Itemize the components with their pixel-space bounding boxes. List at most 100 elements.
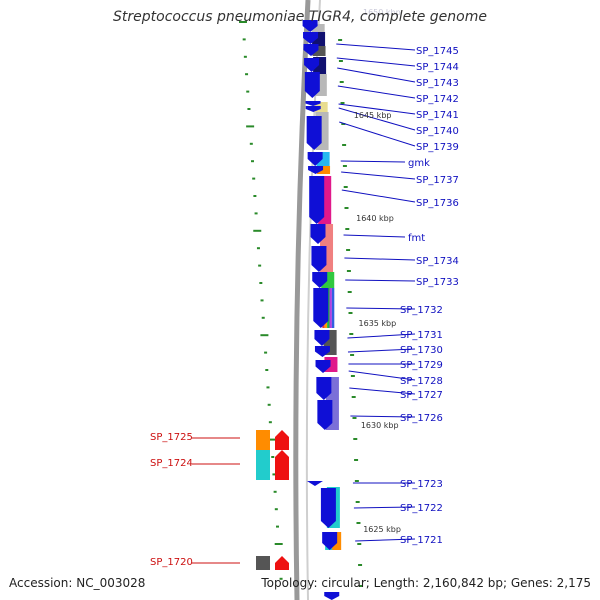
gene-arrow[interactable] bbox=[320, 488, 336, 528]
label-line bbox=[341, 171, 416, 180]
kbp-labels: 1650 kbp 1645 kbp 1640 kbp 1635 kbp 1630 kbp… bbox=[354, 8, 401, 534]
label-line bbox=[353, 506, 416, 509]
label-line bbox=[346, 307, 416, 310]
label-line bbox=[339, 121, 416, 147]
gene-arrow[interactable] bbox=[314, 330, 330, 346]
forward-gene-track bbox=[302, 20, 340, 600]
gene-label-gmk[interactable]: gmk bbox=[408, 158, 430, 169]
gene-arrow[interactable] bbox=[314, 346, 330, 357]
reverse-gene-track bbox=[256, 430, 289, 570]
gene-arrow[interactable] bbox=[305, 106, 321, 112]
map-title: Streptococcus pneumoniae TIGR4, complete… bbox=[113, 9, 487, 25]
gene-arrow[interactable] bbox=[303, 44, 319, 56]
cog-segment bbox=[256, 430, 270, 450]
label-line bbox=[345, 279, 416, 282]
gene-arrow[interactable] bbox=[306, 116, 322, 150]
gene-arrow[interactable] bbox=[306, 481, 323, 486]
backbone-arc bbox=[293, 0, 311, 600]
kbp-label: 1635 kbp bbox=[359, 319, 397, 328]
gene-label-sp_1728[interactable]: SP_1728 bbox=[400, 376, 443, 387]
label-line bbox=[337, 85, 416, 99]
gene-label-sp_1745[interactable]: SP_1745 bbox=[416, 46, 459, 57]
kbp-label: 1640 kbp bbox=[356, 214, 394, 223]
cog-segment bbox=[329, 288, 332, 328]
gene-arrow[interactable] bbox=[316, 377, 332, 400]
cog-segment bbox=[331, 288, 335, 328]
gene-arrow[interactable] bbox=[304, 58, 320, 72]
cog-segment bbox=[311, 24, 325, 32]
gene-label-sp_1730[interactable]: SP_1730 bbox=[400, 345, 443, 356]
gene-label-sp_1725[interactable]: SP_1725 bbox=[150, 432, 193, 443]
gene-label-sp_1739[interactable]: SP_1739 bbox=[416, 142, 459, 153]
label-line bbox=[350, 415, 416, 418]
gene-arrow[interactable] bbox=[324, 592, 340, 600]
gene-label-sp_1734[interactable]: SP_1734 bbox=[416, 256, 459, 267]
gene-label-sp_1722[interactable]: SP_1722 bbox=[400, 503, 443, 514]
gene-label-sp_1726[interactable]: SP_1726 bbox=[400, 413, 443, 424]
label-line bbox=[340, 160, 406, 163]
genome-summary: Topology: circular; Length: 2,160,842 bp… bbox=[261, 576, 591, 590]
gene-label-sp_1742[interactable]: SP_1742 bbox=[416, 94, 459, 105]
gene-arrow[interactable] bbox=[312, 272, 328, 288]
cog-segment bbox=[314, 102, 328, 112]
gene-label-sp_1732[interactable]: SP_1732 bbox=[400, 305, 443, 316]
label-line bbox=[355, 538, 416, 542]
gene-arrow[interactable] bbox=[304, 72, 320, 98]
gene-label-sp_1724[interactable]: SP_1724 bbox=[150, 458, 193, 469]
kbp-label: 1630 kbp bbox=[361, 421, 399, 430]
gene-arrow[interactable] bbox=[313, 288, 329, 328]
gene-arrow[interactable] bbox=[317, 400, 333, 430]
cog-segment bbox=[317, 166, 331, 174]
gene-label-sp_1723[interactable]: SP_1723 bbox=[400, 479, 443, 490]
gene-arrow[interactable] bbox=[275, 450, 289, 480]
kbp-label: 1625 kbp bbox=[363, 525, 401, 534]
gene-label-sp_1740[interactable]: SP_1740 bbox=[416, 126, 459, 137]
gene-arrow[interactable] bbox=[309, 176, 325, 224]
gene-arrow[interactable] bbox=[302, 20, 318, 32]
gene-label-sp_1741[interactable]: SP_1741 bbox=[416, 110, 459, 121]
label-line bbox=[336, 57, 416, 67]
label-line bbox=[349, 387, 416, 395]
gene-label-sp_1727[interactable]: SP_1727 bbox=[400, 390, 443, 401]
gene-arrow[interactable] bbox=[315, 360, 331, 373]
gene-arrow[interactable] bbox=[310, 224, 326, 244]
gene-label-sp_1744[interactable]: SP_1744 bbox=[416, 62, 459, 73]
cog-segment bbox=[327, 288, 330, 328]
label-line bbox=[337, 67, 416, 83]
label-line bbox=[344, 257, 416, 261]
gene-arrow[interactable] bbox=[311, 246, 327, 272]
gene-arrow[interactable] bbox=[275, 556, 289, 570]
gene-labels: SP_1745 SP_1744 SP_1743 SP_1742 SP_1741 SP_17… bbox=[150, 46, 459, 568]
accession-label: Accession: NC_003028 bbox=[9, 576, 146, 590]
gene-label-fmt[interactable]: fmt bbox=[408, 233, 425, 244]
gene-label-sp_1736[interactable]: SP_1736 bbox=[416, 198, 459, 209]
kbp-label-faint: 1650 kbp bbox=[363, 8, 401, 17]
label-line bbox=[341, 189, 416, 203]
cog-segment bbox=[312, 46, 326, 56]
gene-arrow[interactable] bbox=[305, 101, 321, 106]
gene-arrow[interactable] bbox=[307, 152, 323, 166]
gene-label-sp_1720[interactable]: SP_1720 bbox=[150, 557, 193, 568]
gene-label-sp_1737[interactable]: SP_1737 bbox=[416, 175, 459, 186]
gene-arrow[interactable] bbox=[322, 532, 338, 550]
gene-arrow[interactable] bbox=[308, 166, 324, 174]
gene-label-sp_1721[interactable]: SP_1721 bbox=[400, 535, 443, 546]
gene-arrow[interactable] bbox=[303, 32, 319, 44]
cog-segment bbox=[256, 450, 270, 480]
gene-label-sp_1731[interactable]: SP_1731 bbox=[400, 330, 443, 341]
label-line bbox=[348, 370, 416, 381]
label-line bbox=[336, 43, 416, 51]
gene-arrow[interactable] bbox=[275, 430, 289, 450]
kbp-label: 1645 kbp bbox=[354, 111, 392, 120]
label-line bbox=[343, 234, 406, 238]
label-line bbox=[347, 333, 416, 339]
label-line bbox=[338, 103, 416, 115]
gene-label-sp_1729[interactable]: SP_1729 bbox=[400, 360, 443, 371]
label-lines bbox=[192, 43, 416, 564]
gene-label-sp_1733[interactable]: SP_1733 bbox=[416, 277, 459, 288]
label-line bbox=[347, 348, 416, 353]
cog-segment bbox=[256, 556, 270, 570]
gene-label-sp_1743[interactable]: SP_1743 bbox=[416, 78, 459, 89]
label-line bbox=[338, 107, 416, 131]
